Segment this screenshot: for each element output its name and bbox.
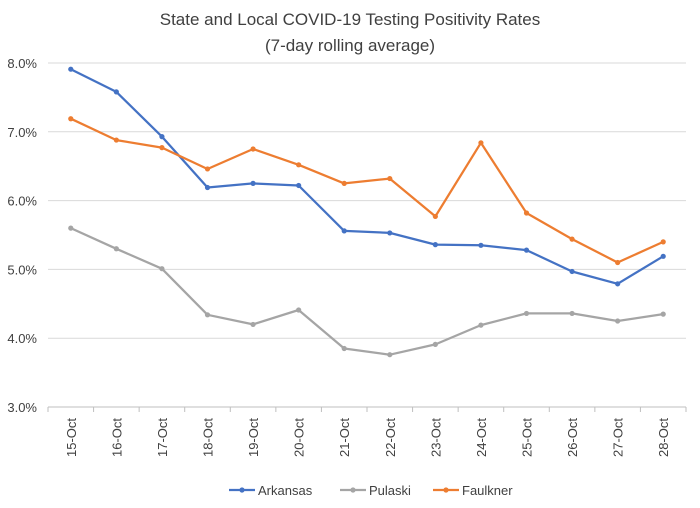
y-tick-label: 3.0% [7,400,37,415]
data-point-pulaski [660,311,666,317]
y-tick-label: 5.0% [7,262,37,277]
data-point-arkansas [660,253,666,259]
data-point-arkansas [523,247,530,253]
series-line-pulaski [69,226,665,356]
x-tick-label: 22-Oct [383,418,398,457]
data-point-arkansas [478,242,484,248]
data-point-pulaski [341,345,347,352]
data-point-pulaski [113,246,119,252]
y-tick-label: 6.0% [7,194,37,209]
data-point-faulkner [204,166,211,172]
legend-label-faulkner: Faulkner [462,483,513,498]
legend-marker-arkansas [239,487,245,493]
x-tick-label: 21-Oct [337,418,352,457]
data-point-pulaski [569,310,575,317]
legend-item-arkansas: Arkansas [229,483,313,498]
data-point-faulkner [113,137,119,143]
data-point-faulkner [478,140,484,146]
legend-item-faulkner: Faulkner [433,483,513,498]
data-point-arkansas [159,134,165,140]
y-tick-label: 8.0% [7,56,37,71]
series-faulkner [68,116,666,266]
legend-item-pulaski: Pulaski [340,483,411,498]
data-point-pulaski [68,225,74,231]
series-arkansas [68,66,666,287]
data-point-faulkner [68,116,74,122]
x-tick-label: 23-Oct [428,418,443,457]
data-point-arkansas [250,180,256,186]
data-point-pulaski [204,312,211,318]
x-tick-label: 15-Oct [64,418,79,457]
series-pulaski [68,225,666,358]
data-point-arkansas [204,184,211,191]
x-tick-label: 19-Oct [246,418,261,457]
legend-label-pulaski: Pulaski [369,483,411,498]
data-point-pulaski [387,352,393,358]
data-point-arkansas [341,228,347,234]
x-tick-label: 20-Oct [292,418,307,457]
x-tick-label: 16-Oct [109,418,124,457]
x-tick-label: 25-Oct [520,418,535,457]
data-point-faulkner [387,175,393,182]
data-point-pulaski [296,307,302,313]
data-point-pulaski [250,321,256,328]
data-point-arkansas [113,89,119,95]
chart-subtitle: (7-day rolling average) [265,36,435,55]
data-point-pulaski [159,266,165,272]
y-tick-label: 4.0% [7,331,37,346]
data-point-faulkner [523,210,530,216]
data-point-faulkner [250,146,256,152]
series-line-arkansas [69,68,665,285]
data-point-arkansas [387,230,393,236]
legend-label-arkansas: Arkansas [258,483,313,498]
x-tick-label: 28-Oct [656,418,671,457]
data-point-arkansas [296,182,302,189]
y-axis: 3.0% 4.0% 5.0% 6.0% 7.0% 8.0% [7,56,37,415]
legend: Arkansas Pulaski Faulkner [229,483,513,498]
data-point-arkansas [68,66,74,72]
chart-title: State and Local COVID-19 Testing Positiv… [160,10,540,29]
x-tick-label: 24-Oct [474,418,489,457]
x-axis: 15-Oct 16-Oct 17-Oct 18-Oct 19-Oct 20-Oct 21-O… [47,406,687,457]
legend-marker-pulaski [350,487,356,493]
legend-marker-faulkner [443,487,449,493]
data-point-pulaski [615,318,621,324]
data-point-faulkner [159,145,165,151]
series-line-faulkner [69,117,665,264]
x-tick-label: 27-Oct [611,418,626,457]
data-point-faulkner [432,213,438,220]
data-point-pulaski [432,341,438,347]
data-point-faulkner [569,236,575,242]
data-point-faulkner [341,180,347,186]
data-point-arkansas [432,242,438,248]
y-tick-label: 7.0% [7,125,37,140]
x-tick-label: 17-Oct [155,418,170,457]
x-tick-label: 26-Oct [565,418,580,457]
data-point-faulkner [296,162,302,168]
data-point-faulkner [615,259,621,266]
x-tick-label: 18-Oct [201,418,216,457]
gridlines [48,62,686,339]
data-point-arkansas [615,281,621,287]
data-point-faulkner [660,239,666,245]
data-point-pulaski [523,310,530,317]
data-point-arkansas [569,268,575,275]
series-group [68,66,666,358]
data-point-pulaski [478,322,484,328]
